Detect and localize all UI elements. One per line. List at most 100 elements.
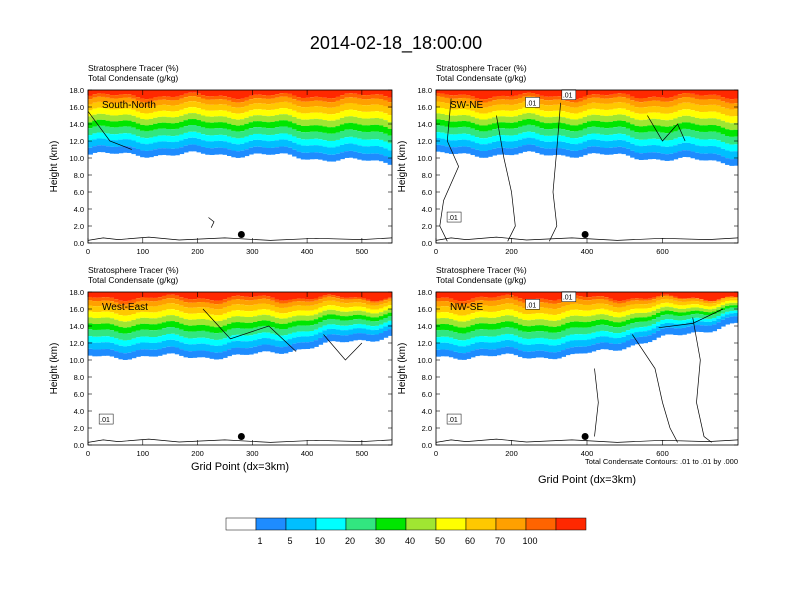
tracer-band [535,319,541,326]
tracer-band [694,313,700,318]
tracer-band [651,297,657,300]
tracer-band [505,294,510,299]
tracer-band [331,147,337,155]
tracer-band [591,120,597,127]
tracer-band [357,117,363,125]
tracer-band [352,151,358,159]
tracer-band [543,302,549,308]
tracer-band [335,146,341,154]
tracer-band [569,347,575,355]
tracer-band [374,153,380,161]
tracer-band [196,93,202,98]
tracer-band [344,97,350,104]
tracer-band [664,133,670,141]
tracer-band [707,131,713,140]
tracer-band [599,98,605,104]
tracer-band [222,313,228,320]
contour-label: .01 [563,295,573,302]
tracer-band [569,125,575,132]
tracer-band [240,322,245,329]
tracer-band [522,325,528,332]
tracer-band [608,292,614,299]
tracer-band [440,306,446,313]
tracer-band [487,98,493,102]
tracer-band [604,95,610,99]
tracer-band [153,324,159,331]
tracer-band [88,104,93,111]
tracer-band [222,110,228,117]
tracer-band [166,117,172,124]
tracer-band [222,96,228,100]
tracer-band [187,131,193,138]
tracer-band [690,325,696,333]
tracer-band [487,124,493,131]
tracer-band [707,306,713,310]
tracer-band [552,104,558,111]
tracer-band [253,322,258,328]
tracer-band [387,150,392,159]
tracer-band [612,343,618,351]
tracer-band [274,346,280,354]
tracer-band [235,138,241,145]
tracer-band [543,338,549,345]
tracer-band [621,134,627,141]
tracer-band [274,94,280,98]
tracer-band [131,147,137,155]
tracer-band [348,116,354,123]
tracer-band [548,148,554,156]
tracer-band [118,94,124,98]
tracer-band [148,112,154,119]
tracer-band [348,334,354,342]
tracer-band [552,128,558,136]
colorbar-swatch [315,517,347,531]
tracer-band [274,147,280,154]
tracer-band [88,141,93,148]
y-tick-label: 12.0 [417,339,432,348]
tracer-band [361,333,367,341]
tracer-band [105,342,111,349]
tracer-band [318,131,324,140]
tracer-band [205,307,211,314]
tracer-band [213,309,219,316]
tracer-band [157,99,163,106]
tracer-band [296,138,302,145]
tracer-band [681,323,687,328]
tracer-band [122,353,128,360]
tracer-band [135,292,141,299]
tracer-band [387,305,392,309]
tracer-band [703,146,709,154]
tracer-band [352,298,358,303]
tracer-band [226,97,232,101]
tracer-band [279,120,285,127]
tracer-band [668,101,674,107]
tracer-band [479,90,485,100]
tracer-band [599,121,605,128]
tracer-band [457,346,463,353]
tracer-band [200,301,206,308]
tracer-band [270,147,276,155]
tracer-band [326,324,332,330]
tracer-band [348,109,354,117]
tracer-band [148,150,154,158]
tracer-band [240,335,245,342]
tracer-band [634,317,640,323]
tracer-band [200,298,206,302]
tracer-band [492,317,497,324]
tracer-band [599,314,605,320]
tracer-band [357,138,363,146]
tracer-band [612,114,618,122]
colorbar-swatch [225,517,257,531]
tracer-band [283,126,289,134]
tracer-band [457,133,463,140]
tracer-band [305,315,311,321]
tracer-band [96,301,102,307]
tracer-band [436,119,441,126]
tracer-band [179,349,185,356]
tracer-band [668,292,674,296]
tracer-band [196,90,202,94]
tracer-band [209,148,215,155]
tracer-band [694,152,700,160]
tracer-band [331,127,337,134]
x-tick-label: 0 [434,449,438,458]
tracer-band [492,129,497,136]
